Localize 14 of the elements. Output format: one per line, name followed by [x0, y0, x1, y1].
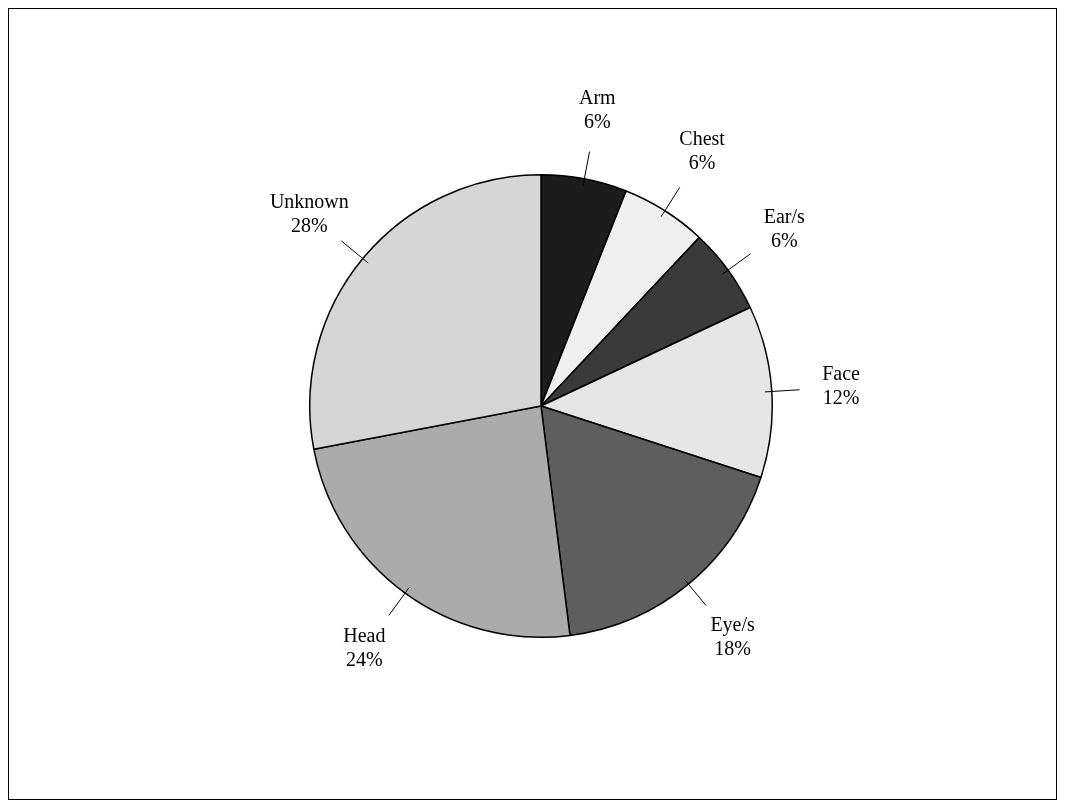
- data-label: 28%: [291, 213, 328, 236]
- slice-label: Face: [822, 362, 861, 385]
- slice-label: Unknown: [269, 189, 349, 212]
- slice-label: Ear/s: [763, 204, 805, 227]
- data-label: 6%: [770, 228, 798, 251]
- data-label: 6%: [688, 151, 716, 174]
- slice-label: Chest: [679, 127, 726, 150]
- data-label: 6%: [584, 109, 611, 132]
- slice-label: Eye/s: [710, 612, 756, 636]
- data-label: 24%: [345, 648, 383, 671]
- slice-label: Head: [343, 624, 386, 647]
- data-label: 12%: [822, 386, 860, 409]
- data-label: 18%: [714, 636, 751, 659]
- slice-label: Arm: [579, 85, 617, 108]
